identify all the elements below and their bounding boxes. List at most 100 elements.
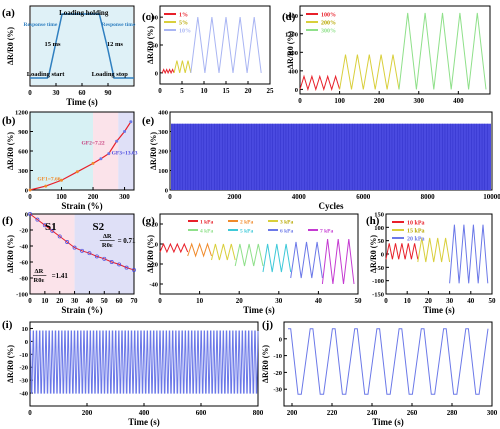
panel-c-series-line <box>190 17 262 73</box>
panel-b-point <box>123 130 127 133</box>
panel-f-xtick-label: 60 <box>116 297 124 305</box>
panel-f-point <box>117 262 122 267</box>
panel-j-series-line <box>288 328 489 395</box>
panel-f-ytick-label: -60 <box>19 260 28 267</box>
panel-f-point <box>42 223 47 228</box>
panel-i-tag: (i) <box>2 319 13 331</box>
panel-f-xtick-label: 30 <box>71 297 79 305</box>
panel-c-xtick-label: 5 <box>180 87 184 95</box>
panel-a-annotation: 15 ms <box>44 41 61 48</box>
panel-b-region <box>118 112 134 190</box>
panel-a-xtick-label: 0 <box>28 89 32 97</box>
panel-h-ytick-label: 150 <box>374 212 384 219</box>
panel-e-ytick-label: 400 <box>158 110 168 117</box>
panel-f-annotation: = 0.71 <box>118 237 136 245</box>
panel-f-region <box>74 214 134 294</box>
panel-g-xtick-label: 50 <box>355 297 363 305</box>
panel-g-legend-label: 7 kPa <box>320 229 334 235</box>
panel-a-background <box>31 7 133 85</box>
panel-g-ytick-label: -20 <box>149 262 158 269</box>
panel-e-xtick-label: 10000 <box>483 193 500 201</box>
panel-f-point <box>102 256 107 261</box>
panel-d-ytick-label: 1200 <box>285 31 298 38</box>
panel-g-series-line <box>159 242 189 254</box>
panel-b-ytick-label: 0 <box>25 188 28 195</box>
panel-d-ytick-label: 800 <box>288 50 298 57</box>
panel-d-xtick-label: 100 <box>334 97 345 105</box>
panel-b-ytick-label: 600 <box>18 149 28 156</box>
panel-b-point <box>91 161 95 165</box>
panel-c-series-line <box>173 60 192 74</box>
panel-f-xtick-label: 10 <box>41 297 49 305</box>
panel-g-legend-label: 1 kPa <box>200 220 214 226</box>
panel-e-xtick-label: 6000 <box>356 193 371 201</box>
panel-f-xtick-label: 40 <box>86 297 94 305</box>
panel-b-point <box>60 178 64 182</box>
panel-f-tag: (f) <box>2 215 13 227</box>
panel-f-xtick-label: 70 <box>131 297 139 305</box>
panel-c-series-line <box>161 68 175 75</box>
panel-c-xtick-label: 15 <box>223 87 231 95</box>
panel-a-annotation: Response time <box>102 22 136 28</box>
panel-b-point <box>107 152 111 156</box>
panel-d-series-line <box>339 54 400 90</box>
panel-h-legend-label: 20 kPa <box>407 237 425 243</box>
panel-h-ytick-label: 100 <box>374 225 384 232</box>
panel-b-point <box>75 170 79 174</box>
panel-h-xtick-label: 50 <box>489 297 497 305</box>
panel-f-point <box>80 248 84 253</box>
panel-d-ytick-label: 400 <box>288 68 298 75</box>
panel-f-frame <box>29 213 135 295</box>
panel-e-ytick-label: 0 <box>165 188 168 195</box>
panel-i-xtick-label: 600 <box>196 409 207 417</box>
panel-j-xtick-label: 260 <box>407 409 418 417</box>
panel-f-point <box>94 254 99 259</box>
panel-j-xtick-label: 200 <box>287 409 298 417</box>
panel-f-xlabel: Strain (%) <box>61 305 102 315</box>
panel-f-ylabel: ΔR/R0 (%) <box>6 235 15 273</box>
panel-g-series-line <box>187 242 212 258</box>
panel-i-xtick-label: 200 <box>82 409 93 417</box>
panel-a-annotation: 12 ms <box>107 41 124 48</box>
panel-g-ytick-label: -40 <box>149 282 158 289</box>
panel-f-annotation: =1.41 <box>52 272 69 280</box>
panel-i-ytick-label: -30 <box>19 378 28 385</box>
panel-h-series-line <box>385 243 419 260</box>
panel-c-legend-label: 1% <box>179 13 188 19</box>
panel-c-xtick-label: 10 <box>201 87 209 95</box>
panel-e-xtick-label: 8000 <box>421 193 436 201</box>
panel-i-xtick-label: 0 <box>28 409 32 417</box>
panel-j-ylabel: ΔR/R0 (%) <box>261 345 270 383</box>
panel-e-ylabel: ΔR/R0 (%) <box>149 132 158 170</box>
panel-j-ytick-label: -10 <box>273 353 282 360</box>
panel-h-xtick-label: 40 <box>467 297 475 305</box>
panel-b-point <box>129 120 133 124</box>
panel-b-xtick-label: 200 <box>88 193 99 201</box>
panel-f-point <box>35 217 40 222</box>
panel-f-fit-line <box>29 213 135 271</box>
panel-g-xtick-label: 20 <box>236 297 244 305</box>
panel-i-series-line <box>29 330 259 394</box>
panel-d-ytick-label: 1600 <box>285 13 298 20</box>
panel-i-ytick-label: 10 <box>22 326 29 333</box>
panel-b-annotation: GF3=13.63 <box>112 150 138 156</box>
panel-f-xtick-label: 20 <box>56 297 64 305</box>
panel-b-ylabel: ΔR/R0 (%) <box>6 132 15 170</box>
panel-e-xtick-label: 0 <box>168 193 172 201</box>
panel-d-series-line <box>398 12 487 90</box>
panel-d-ytick-label: 0 <box>295 87 298 94</box>
panel-i-xlabel: Time (s) <box>128 417 160 427</box>
panel-f-point <box>132 268 136 272</box>
panel-f-annotation: R0ε <box>34 277 45 284</box>
panel-d-legend-label: 300% <box>321 29 336 35</box>
panel-a-ylabel: ΔR/R0 (%) <box>6 27 15 65</box>
panel-c-legend-label: 10% <box>179 29 191 35</box>
panel-b-annotation: GF1=7.66 <box>37 176 60 182</box>
panel-d-xtick-label: 200 <box>374 97 385 105</box>
panel-f-point <box>28 212 32 216</box>
panel-d-legend-label: 200% <box>321 21 336 27</box>
panel-c-legend-label: 5% <box>179 21 188 27</box>
panel-f-annotation: ΔR <box>103 233 112 240</box>
panel-f-point <box>124 265 129 270</box>
